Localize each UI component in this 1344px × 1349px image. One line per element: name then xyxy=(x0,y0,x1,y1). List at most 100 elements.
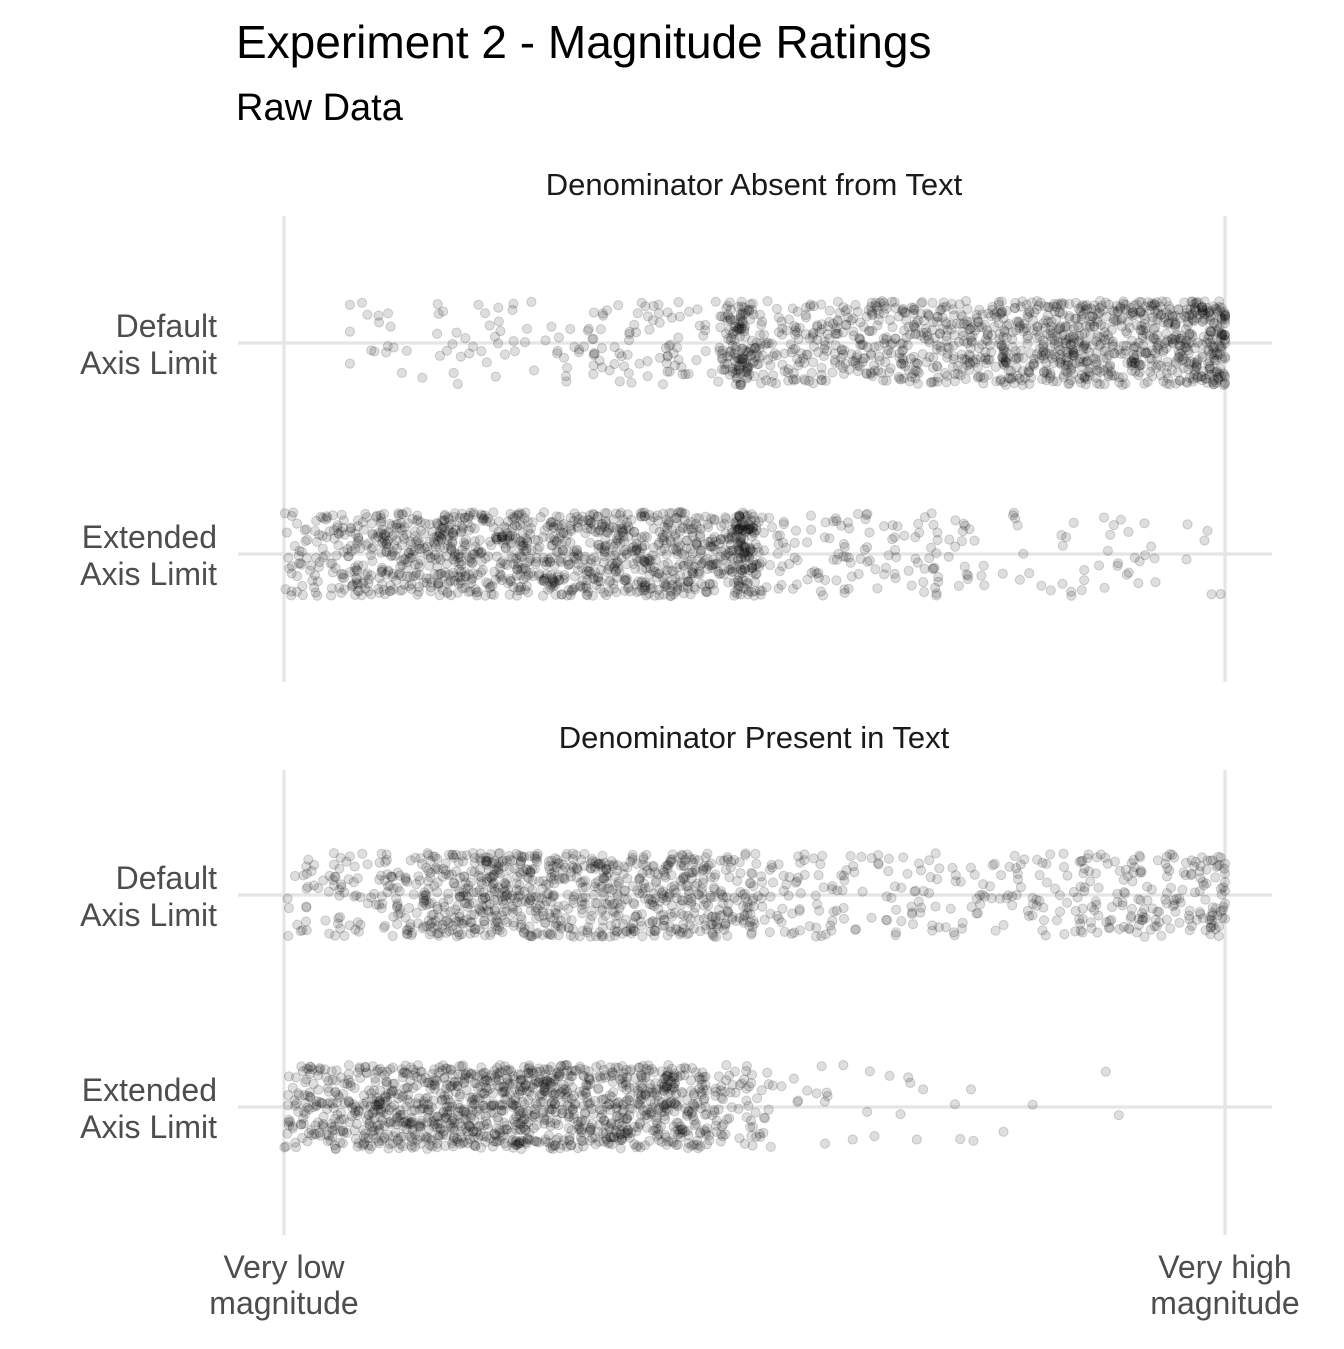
data-point xyxy=(475,536,484,545)
data-point xyxy=(427,911,436,920)
data-point xyxy=(539,508,548,517)
data-point xyxy=(1140,905,1149,914)
data-point xyxy=(481,309,490,318)
data-point xyxy=(778,904,787,913)
data-point xyxy=(312,537,321,546)
data-point xyxy=(326,559,335,568)
data-point xyxy=(888,521,897,530)
data-point xyxy=(868,309,877,318)
data-point xyxy=(1147,542,1156,551)
data-point xyxy=(501,544,510,553)
data-point xyxy=(563,363,572,372)
data-point xyxy=(404,549,413,558)
data-point xyxy=(480,931,489,940)
data-point xyxy=(1069,346,1078,355)
data-point xyxy=(451,550,460,559)
data-point xyxy=(691,882,700,891)
data-point xyxy=(1095,303,1104,312)
data-point xyxy=(1202,865,1211,874)
data-point xyxy=(621,545,630,554)
data-point xyxy=(357,298,366,307)
data-point xyxy=(620,362,629,371)
data-point xyxy=(1150,299,1159,308)
data-point xyxy=(481,554,490,563)
data-point xyxy=(406,923,415,932)
data-point xyxy=(542,574,551,583)
data-point xyxy=(1149,333,1158,342)
data-point xyxy=(956,877,965,886)
data-point xyxy=(1210,376,1219,385)
data-point xyxy=(779,871,788,880)
data-point xyxy=(1219,380,1228,389)
data-point xyxy=(674,333,683,342)
data-point xyxy=(846,558,855,567)
data-point xyxy=(1067,364,1076,373)
data-point xyxy=(701,588,710,597)
data-point xyxy=(773,549,782,558)
data-point xyxy=(979,379,988,388)
data-point xyxy=(430,881,439,890)
data-point xyxy=(814,871,823,880)
data-point xyxy=(491,372,500,381)
data-point xyxy=(1081,306,1090,315)
data-point xyxy=(636,873,645,882)
data-point xyxy=(379,509,388,518)
data-point xyxy=(840,585,849,594)
data-point xyxy=(794,873,803,882)
data-point xyxy=(1220,869,1229,878)
data-point xyxy=(1099,366,1108,375)
data-point xyxy=(1185,906,1194,915)
data-point xyxy=(858,887,867,896)
data-point xyxy=(736,869,745,878)
data-point xyxy=(628,850,637,859)
data-point xyxy=(345,359,354,368)
data-point xyxy=(311,526,320,535)
data-point xyxy=(657,888,666,897)
data-point xyxy=(958,918,967,927)
data-point xyxy=(428,852,437,861)
data-point xyxy=(549,890,558,899)
data-point xyxy=(707,369,716,378)
data-point xyxy=(575,932,584,941)
data-point xyxy=(710,533,719,542)
data-point xyxy=(350,862,359,871)
data-point xyxy=(392,523,401,532)
data-point xyxy=(284,931,293,940)
data-point xyxy=(922,358,931,367)
data-point xyxy=(622,524,631,533)
data-point xyxy=(725,347,734,356)
data-point xyxy=(925,856,934,865)
data-point xyxy=(1128,336,1137,345)
gridlines xyxy=(238,770,1272,1235)
data-point xyxy=(933,362,942,371)
data-point xyxy=(336,924,345,933)
data-point xyxy=(833,886,842,895)
data-point xyxy=(353,874,362,883)
data-point xyxy=(1041,931,1050,940)
data-point xyxy=(758,902,767,911)
data-point xyxy=(615,349,624,358)
data-point xyxy=(667,883,676,892)
data-point xyxy=(1028,911,1037,920)
data-point xyxy=(815,906,824,915)
data-point xyxy=(640,581,649,590)
data-point xyxy=(587,911,596,920)
data-point xyxy=(280,509,289,518)
data-point xyxy=(916,866,925,875)
data-point xyxy=(680,861,689,870)
data-point xyxy=(532,855,541,864)
data-point xyxy=(613,866,622,875)
data-point xyxy=(743,551,752,560)
data-point xyxy=(586,538,595,547)
data-point xyxy=(520,338,529,347)
data-point xyxy=(867,368,876,377)
data-point xyxy=(789,1074,798,1083)
data-point xyxy=(779,886,788,895)
data-point xyxy=(580,849,589,858)
data-point xyxy=(321,515,330,524)
data-point xyxy=(759,330,768,339)
data-point xyxy=(630,900,639,909)
data-point xyxy=(1060,930,1069,939)
data-point xyxy=(1010,851,1019,860)
data-point xyxy=(711,297,720,306)
